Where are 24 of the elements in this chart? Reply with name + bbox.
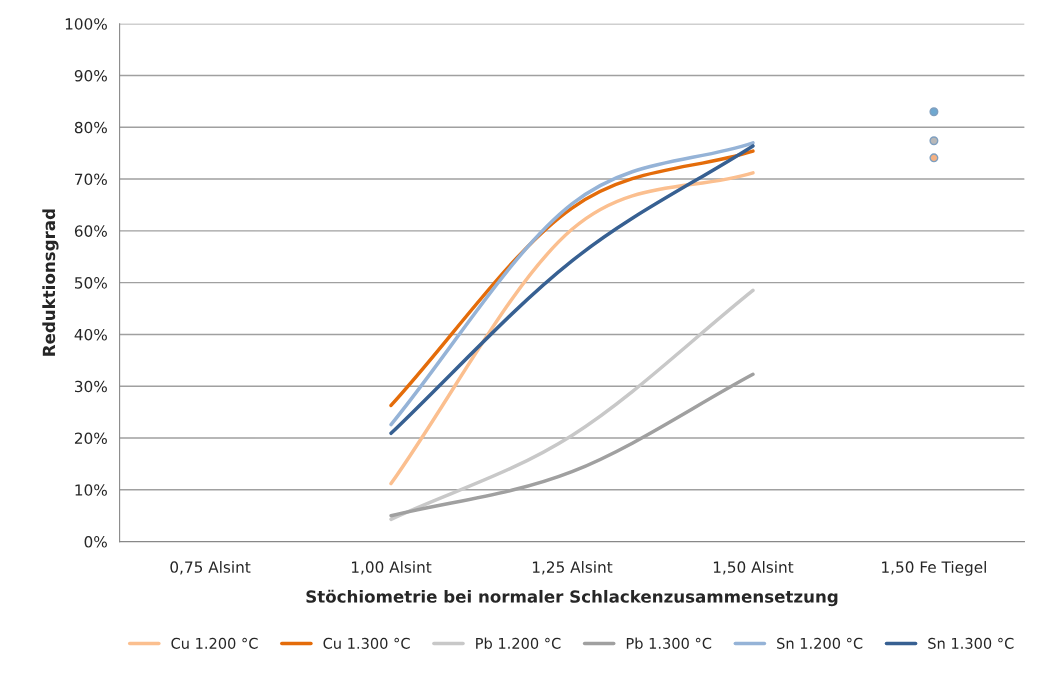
legend-label: Pb 1.200 °C [476,637,561,649]
legend-label: Sn 1.300 °C [928,637,1014,649]
y-tick-label: 10% [75,484,107,496]
y-tick-label: 0% [84,536,107,548]
y-tick-label: 90% [74,69,107,82]
legend-label: Sn 1.200 °C [777,637,863,649]
legend-label: Pb 1.300 °C [626,637,712,649]
x-tick-label: 1,50 Alsint [713,561,794,575]
x-tick-label: 1,00 Alsint [352,561,432,575]
x-tick-label: 0,75 Alsint [170,561,251,575]
y-tick-label: 30% [75,380,107,393]
y-tick-label: 80% [74,121,107,134]
y-tick-label: 40% [74,328,107,341]
legend-label: Cu 1.200 °C [171,637,258,649]
y-tick-label: 100% [65,18,107,30]
x-tick-label: 1,25 Alsint [532,561,613,575]
y-axis-title: Reduktionsgrad [42,209,59,356]
y-tick-label: 20% [74,432,107,445]
x-tick-label: 1,50 Fe Tiegel [882,561,986,576]
x-axis-title: Stöchiometrie bei normaler Schlackenzusammensetzung [306,589,838,607]
legend-label: Cu 1.300 °C [323,637,410,649]
y-tick-label: 50% [75,277,107,289]
y-tick-label: 70% [75,173,107,186]
y-tick-label: 60% [74,225,107,237]
